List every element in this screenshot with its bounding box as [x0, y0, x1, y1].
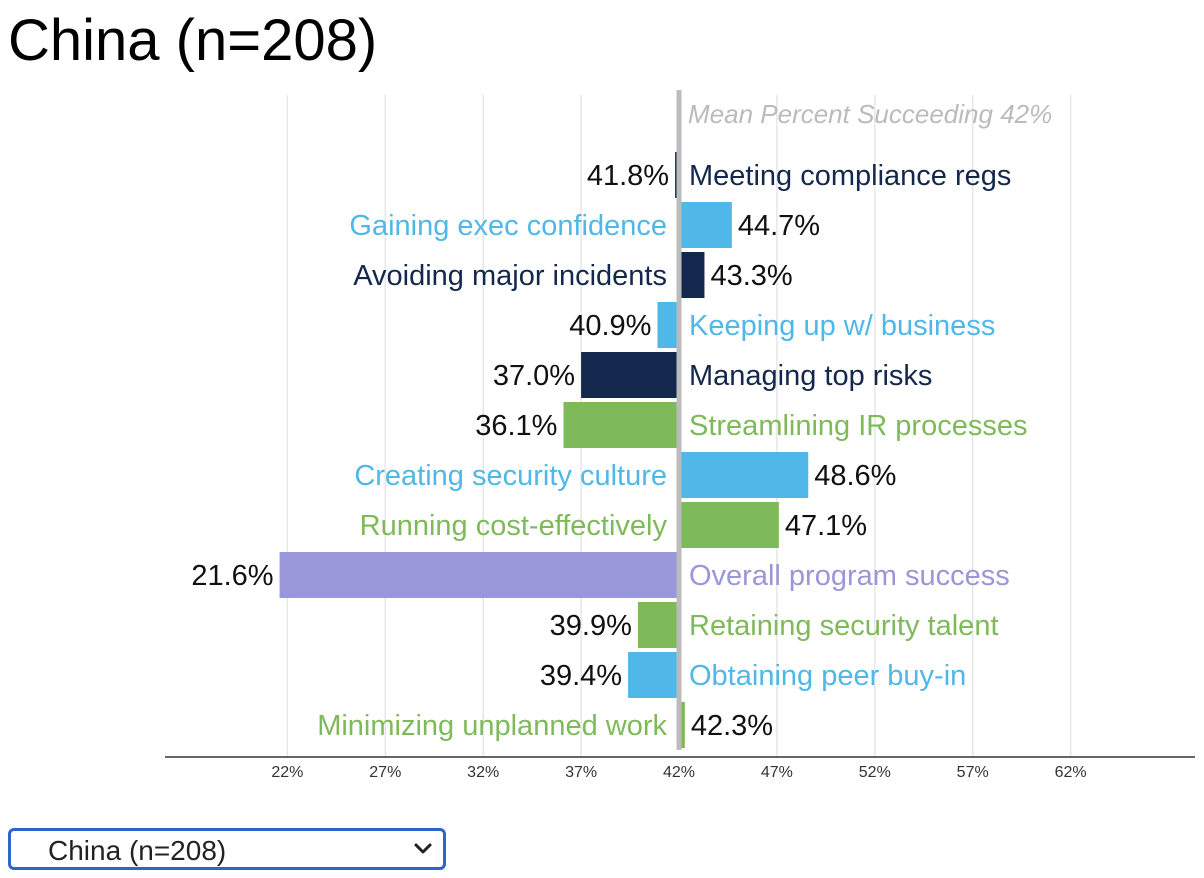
bar [279, 552, 679, 598]
gridlines [286, 95, 1072, 757]
category-label: Keeping up w/ business [689, 310, 995, 342]
baseline: Mean Percent Succeeding 42% [676, 90, 1052, 750]
category-label: Overall program success [689, 560, 1010, 592]
value-label: 36.1% [475, 410, 557, 442]
category-label: Avoiding major incidents [353, 260, 667, 292]
labels: Meeting compliance regs 41.8% Gaining exec… [191, 160, 1027, 742]
value-label: 44.7% [738, 210, 820, 242]
bar [657, 302, 679, 348]
value-label: 43.3% [710, 260, 792, 292]
category-label: Running cost-effectively [360, 510, 668, 542]
page-title: China (n=208) [8, 8, 378, 73]
category-label: Obtaining peer buy-in [689, 660, 966, 692]
bar [679, 252, 705, 298]
x-tick-label: 22% [271, 764, 303, 781]
bar [679, 202, 732, 248]
bar [679, 452, 809, 498]
x-tick-label: 62% [1055, 764, 1087, 781]
category-label: Minimizing unplanned work [317, 710, 667, 742]
x-tick-label: 42% [663, 764, 695, 781]
country-select[interactable]: China (n=208) [8, 828, 446, 870]
value-label: 21.6% [191, 560, 273, 592]
value-label: 37.0% [493, 360, 575, 392]
bar [581, 352, 679, 398]
bar [679, 702, 685, 748]
bar [628, 652, 679, 698]
x-tick-label: 37% [565, 764, 597, 781]
category-label: Streamlining IR processes [689, 410, 1027, 442]
value-label: 39.4% [540, 660, 622, 692]
value-label: 41.8% [587, 160, 669, 192]
category-label: Gaining exec confidence [349, 210, 667, 242]
country-select-value: China (n=208) [48, 835, 227, 866]
x-tick-label: 27% [369, 764, 401, 781]
value-label: 48.6% [814, 460, 896, 492]
category-label: Meeting compliance regs [689, 160, 1011, 192]
value-label: 40.9% [569, 310, 651, 342]
x-tick-label: 47% [761, 764, 793, 781]
value-label: 42.3% [691, 710, 773, 742]
x-tick-label: 52% [859, 764, 891, 781]
chevron-down-icon [414, 843, 432, 854]
x-tick-label: 57% [957, 764, 989, 781]
value-label: 47.1% [785, 510, 867, 542]
value-label: 39.9% [550, 610, 632, 642]
diverging-bar-chart: Mean Percent Succeeding 42% 22% 27% 32% 37%… [165, 90, 1195, 781]
x-tick-label: 32% [467, 764, 499, 781]
bar [637, 602, 679, 648]
mean-baseline-label: Mean Percent Succeeding 42% [688, 99, 1052, 129]
category-label: Creating security culture [354, 460, 667, 492]
x-axis: 22% 27% 32% 37% 42% 47% 52% 57% 62% [165, 756, 1195, 781]
bar [679, 502, 779, 548]
category-label: Managing top risks [689, 360, 932, 392]
category-label: Retaining security talent [689, 610, 999, 642]
bar [563, 402, 679, 448]
